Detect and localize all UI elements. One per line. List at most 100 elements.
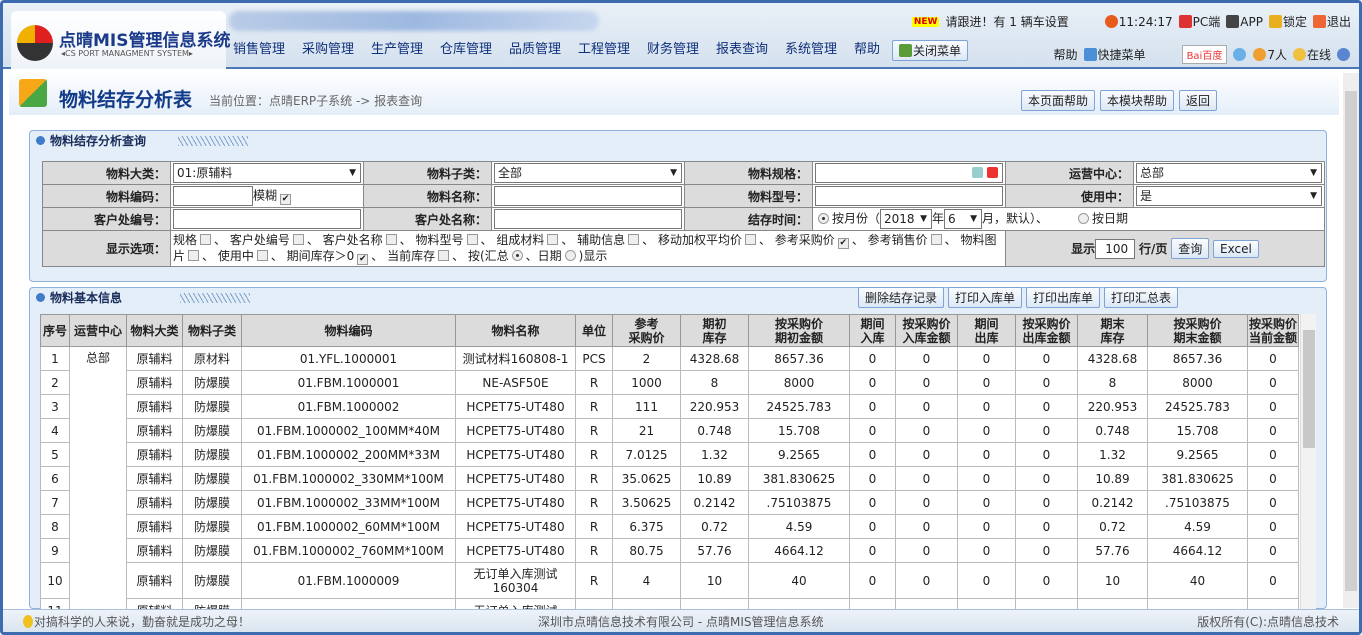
pc-link[interactable]: PC端 <box>1178 13 1220 30</box>
user-count[interactable]: 7人 <box>1267 48 1287 62</box>
model-input[interactable] <box>815 186 1003 206</box>
excel-button[interactable]: Excel <box>1213 239 1259 258</box>
page-help-button[interactable]: 本页面帮助 <box>1021 90 1096 111</box>
table-row[interactable]: 8 原辅料 防爆膜 01.FBM.1000002_60MM*100M HCPET75-U… <box>40 514 1299 539</box>
help-link[interactable]: 帮助 <box>1053 48 1078 62</box>
app-link[interactable]: APP <box>1226 14 1263 29</box>
in-use-select[interactable]: 是 <box>1136 186 1322 206</box>
column-header[interactable]: 物料子类 <box>182 314 242 347</box>
option-checkbox[interactable]: ✔ <box>357 253 369 265</box>
table-row[interactable]: 3 原辅料 防爆膜 01.FBM.1000002 HCPET75-UT480 R 111 22… <box>40 394 1299 419</box>
menu-item[interactable]: 销售管理 <box>233 42 286 57</box>
column-header[interactable]: 单位 <box>575 314 613 347</box>
option-checkbox[interactable] <box>438 249 450 261</box>
notice-link[interactable]: 请跟进！有 1 辆车设置 <box>945 15 1069 29</box>
menu-item[interactable]: 报表查询 <box>716 42 769 57</box>
table-row[interactable]: 10 原辅料 防爆膜 01.FBM.1000009 无订单入库测试 160304 R 4 10… <box>40 562 1299 599</box>
table-row[interactable]: 2 原辅料 防爆膜 01.FBM.1000001 NE-ASF50E R 1000 8 8000… <box>40 370 1299 395</box>
column-header[interactable]: 按采购价 当前金额 <box>1247 314 1299 347</box>
option-checkbox[interactable] <box>292 233 304 245</box>
page-scrollbar[interactable] <box>1343 73 1359 608</box>
column-header[interactable]: 按采购价 期初金额 <box>748 314 850 347</box>
online-link[interactable]: 在线 <box>1306 48 1331 62</box>
option-checkbox[interactable] <box>628 233 640 245</box>
logout-link[interactable]: 退出 <box>1312 13 1351 30</box>
option-checkbox[interactable] <box>385 233 397 245</box>
scroll-thumb[interactable] <box>1345 91 1357 591</box>
option-checkbox[interactable] <box>930 233 942 245</box>
by-date-radio[interactable] <box>1078 212 1090 224</box>
center-select[interactable]: 总部 <box>1136 163 1322 183</box>
code-input[interactable] <box>173 186 253 206</box>
back-button[interactable]: 返回 <box>1179 90 1218 111</box>
quick-menu-link[interactable]: 快捷菜单 <box>1083 46 1146 63</box>
page-header: 物料结存分析表 当前位置：点晴ERP子系统 -> 报表查询 本页面帮助 本模块帮… <box>9 71 1339 115</box>
name-input[interactable] <box>494 186 682 206</box>
search-icon[interactable] <box>1233 48 1247 61</box>
column-header[interactable]: 按采购价 期末金额 <box>1147 314 1248 347</box>
menu-item[interactable]: 品质管理 <box>509 42 562 57</box>
cust-name-input[interactable] <box>494 209 682 229</box>
cust-code-input[interactable] <box>173 209 361 229</box>
column-header[interactable]: 运营中心 <box>69 314 127 347</box>
delete-records-button[interactable]: 删除结存记录 <box>858 287 945 308</box>
option-checkbox[interactable] <box>547 233 559 245</box>
year-select[interactable]: 2018 <box>880 209 933 229</box>
by-month-radio[interactable] <box>818 212 829 224</box>
column-header[interactable]: 期间 入库 <box>849 314 896 347</box>
table-row[interactable]: 4 原辅料 防爆膜 01.FBM.1000002_100MM*40M HCPET75-U… <box>40 418 1299 443</box>
search-button[interactable]: 查询 <box>1171 237 1210 259</box>
module-help-button[interactable]: 本模块帮助 <box>1100 90 1175 111</box>
page-size-input[interactable]: 100 <box>1095 239 1136 260</box>
column-header[interactable]: 期末 库存 <box>1077 314 1148 347</box>
column-header[interactable]: 期间 出库 <box>957 314 1016 347</box>
table-row[interactable]: 9 原辅料 防爆膜 01.FBM.1000002_760MM*100M HCPET75-… <box>40 538 1299 563</box>
baidu-search[interactable]: Bai百度 <box>1181 45 1228 64</box>
table-row[interactable]: 7 原辅料 防爆膜 01.FBM.1000002_33MM*100M HCPET75-U… <box>40 490 1299 515</box>
column-header[interactable]: 物料名称 <box>455 314 576 347</box>
menu-item[interactable]: 工程管理 <box>578 42 631 57</box>
close-menu-button[interactable]: 关闭菜单 <box>892 40 969 61</box>
spec-input[interactable] <box>815 163 1003 183</box>
print-summary-button[interactable]: 打印汇总表 <box>1104 287 1179 308</box>
column-header[interactable]: 参考 采购价 <box>612 314 681 347</box>
column-header[interactable]: 物料大类 <box>126 314 183 347</box>
menu-item[interactable]: 仓库管理 <box>440 42 493 57</box>
table-scrollbar[interactable] <box>1300 314 1316 609</box>
column-header[interactable]: 序号 <box>40 314 70 347</box>
sub-class-select[interactable]: 全部 <box>494 163 682 183</box>
column-header[interactable]: 按采购价 出库金额 <box>1015 314 1078 347</box>
menu-item[interactable]: 生产管理 <box>371 42 424 57</box>
fuzzy-checkbox[interactable]: ✔ <box>280 193 292 205</box>
option-checkbox[interactable] <box>466 233 478 245</box>
table-row[interactable]: 5 原辅料 防爆膜 01.FBM.1000002_200MM*33M HCPET75-U… <box>40 442 1299 467</box>
collapse-up-icon[interactable] <box>1337 48 1350 61</box>
table-row[interactable]: 6 原辅料 防爆膜 01.FBM.1000002_330MM*100M HCPET75-… <box>40 466 1299 491</box>
group-date-radio[interactable] <box>564 249 576 261</box>
picker-icon[interactable] <box>972 167 983 178</box>
column-header[interactable]: 按采购价 入库金额 <box>895 314 958 347</box>
menu-item[interactable]: 帮助 <box>854 42 881 57</box>
menu-item[interactable]: 系统管理 <box>785 42 838 57</box>
month-select[interactable]: 6 <box>944 209 983 229</box>
column-header[interactable]: 物料编码 <box>241 314 456 347</box>
lock-link[interactable]: 锁定 <box>1268 13 1307 30</box>
material-class-select[interactable]: 01:原辅料 <box>173 163 361 183</box>
option-checkbox[interactable] <box>188 249 200 261</box>
table-row[interactable]: 1 总部 原辅料 原材料 01.YFL.1000001 测试材料160808-1 PCS 2 4… <box>40 346 1299 609</box>
print-outbound-button[interactable]: 打印出库单 <box>1026 287 1101 308</box>
option-label: 、 使用中 <box>202 248 254 263</box>
menu-item[interactable]: 采购管理 <box>302 42 355 57</box>
logo: 点晴MIS管理信息系统 ◂CS PORT MANAGMENT SYSTEM▸ <box>11 11 231 69</box>
menu-item[interactable]: 财务管理 <box>647 42 700 57</box>
option-checkbox[interactable]: ✔ <box>837 237 849 249</box>
option-checkbox[interactable] <box>256 249 268 261</box>
column-header[interactable]: 期初 库存 <box>680 314 749 347</box>
print-inbound-button[interactable]: 打印入库单 <box>948 287 1023 308</box>
group-summary-radio[interactable] <box>511 249 523 261</box>
clear-icon[interactable] <box>987 167 998 178</box>
option-checkbox[interactable] <box>744 233 756 245</box>
table-scroll-thumb[interactable] <box>1303 330 1315 448</box>
option-checkbox[interactable] <box>200 233 212 245</box>
